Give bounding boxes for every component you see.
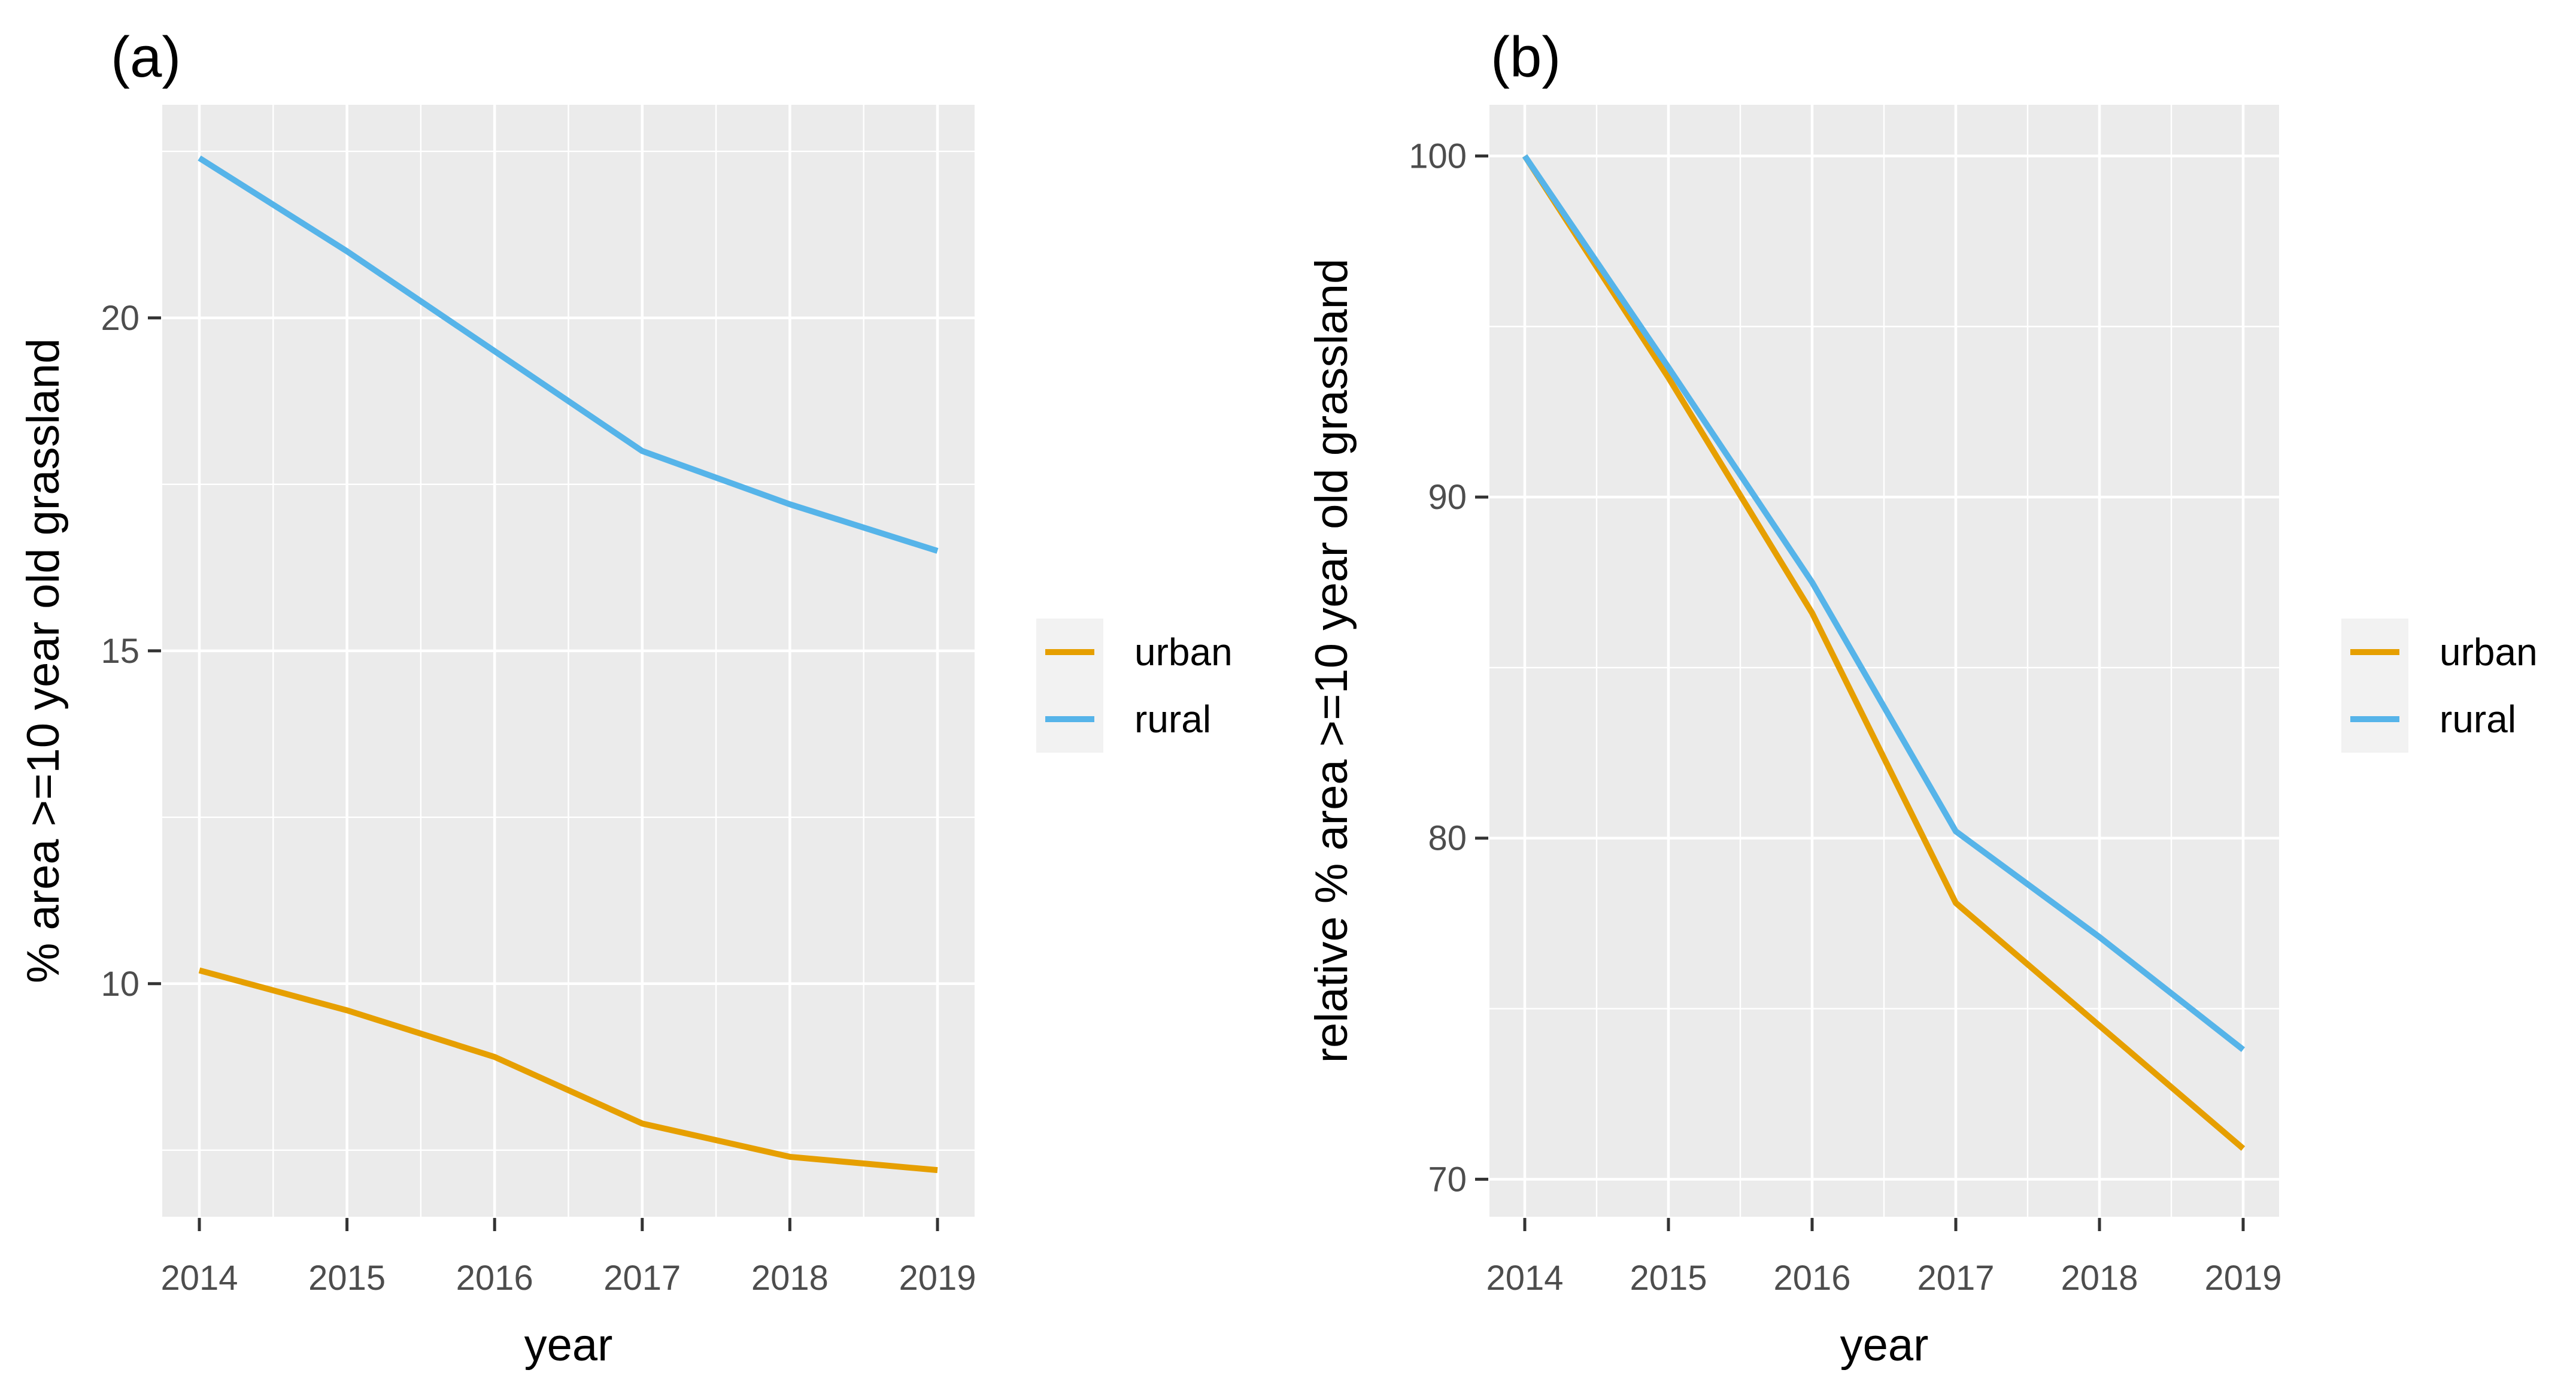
panel-a-x-tick-label-2014: 2014 [160,1259,238,1298]
panel-b-x-tick-label-2019: 2019 [2204,1259,2281,1298]
legend-labels: urban rural [2440,619,2538,753]
panel-b-series-line-rural [1522,154,2246,1052]
panel-a-x-tick-label-2017: 2017 [603,1259,681,1298]
legend-key-box [1036,619,1103,753]
legend-label-urban: urban [2440,631,2538,674]
legend-label-urban: urban [1134,631,1233,674]
panel-a-y-tick-label-20: 20 [101,299,139,338]
urban-key-line-icon [2350,649,2399,655]
panel-b-y-tick-label-100: 100 [1409,137,1467,175]
panel-b-x-tick-label-2018: 2018 [2061,1259,2138,1298]
panel-b-y-tick-label-90: 90 [1428,478,1467,517]
legend-label-rural: rural [1134,698,1212,741]
rural-key-line-icon [1045,716,1094,722]
panel-b-x-axis-title: year [1840,1320,1929,1371]
panel-b-x-tick-label-2014: 2014 [1486,1259,1563,1298]
legend-key-urban [2341,619,2408,686]
legend-labels: urban rural [1134,619,1233,753]
panel-b-x-tick-label-2016: 2016 [1773,1259,1850,1298]
panel-b-y-tick-label-70: 70 [1428,1160,1467,1199]
urban-key-line-icon [1045,649,1094,655]
panel-b-x-tick-label-2017: 2017 [1917,1259,1994,1298]
panel-a-x-tick-label-2016: 2016 [456,1259,533,1298]
panel-a-y-tick-label-10: 10 [101,965,139,1004]
panel-a-label: (a) [111,25,181,89]
legend-label-rural: rural [2440,698,2517,741]
legend-key-box [2341,619,2408,753]
panel-a-x-axis-title: year [524,1320,613,1371]
panel-a-y-axis-title: % area >=10 year old grassland [18,338,69,983]
panel-a-y-tick-label-15: 15 [101,632,139,671]
panel-b-series-line-urban [1522,154,2246,1151]
panel-b-x-tick-label-2015: 2015 [1630,1259,1707,1298]
panel-b-label: (b) [1491,25,1561,89]
legend-a: urban rural [1036,619,1233,753]
panel-a-x-tick-label-2019: 2019 [899,1259,976,1298]
panel-a-x-tick-label-2018: 2018 [751,1259,829,1298]
legend-key-rural [2341,686,2408,753]
panel-b-y-tick-label-80: 80 [1428,819,1467,858]
panel-a-series-line-rural [198,155,939,554]
panel-a-x-tick-label-2015: 2015 [308,1259,386,1298]
legend-key-rural [1036,686,1103,753]
legend-key-urban [1036,619,1103,686]
panel-a-series-line-urban [198,967,938,1174]
legend-b: urban rural [2341,619,2538,753]
panel-b-y-axis-title: relative % area >=10 year old grassland [1306,259,1357,1063]
rural-key-line-icon [2350,716,2399,722]
